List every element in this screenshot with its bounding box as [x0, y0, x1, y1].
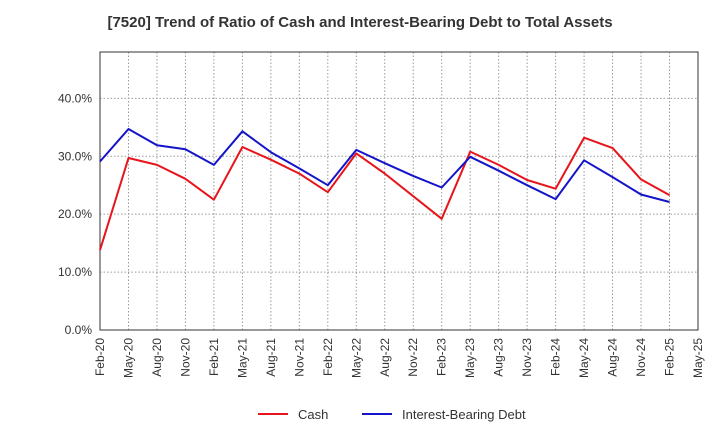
x-tick-label: Feb-24: [549, 338, 563, 376]
series-line-interest-bearing-debt: [99, 128, 670, 203]
chart-title: [7520] Trend of Ratio of Cash and Intere…: [107, 14, 613, 31]
plot-area-border: [99, 51, 699, 331]
x-tick-label: May-21: [235, 338, 249, 378]
series-line-cash: [99, 136, 670, 251]
x-tick-label: May-20: [121, 338, 135, 378]
y-tick-label: 0.0%: [65, 323, 93, 337]
x-tick-label: Aug-24: [606, 338, 620, 377]
series-lines: [99, 128, 670, 251]
legend: Cash Interest-Bearing Debt: [258, 407, 526, 422]
grid: [100, 52, 698, 330]
x-tick-label: Feb-20: [93, 338, 107, 376]
x-tick-label: May-24: [577, 338, 591, 378]
x-tick-label: Feb-21: [207, 338, 221, 376]
axis-ticks: 0.0% 10.0% 20.0% 30.0% 40.0% Feb-20 May-20 Aug-…: [58, 91, 705, 378]
x-tick-label: Nov-23: [520, 338, 534, 377]
x-tick-label: Feb-25: [663, 338, 677, 376]
x-tick-label: Feb-23: [435, 338, 449, 376]
y-tick-label: 30.0%: [58, 149, 92, 163]
y-tick-label: 40.0%: [58, 91, 92, 105]
x-tick-label: Aug-21: [264, 338, 278, 377]
legend-label: Interest-Bearing Debt: [402, 407, 526, 422]
x-tick-label: Nov-22: [406, 338, 420, 377]
legend-label: Cash: [298, 407, 328, 422]
x-tick-label: Aug-23: [492, 338, 506, 377]
y-tick-label: 10.0%: [58, 265, 92, 279]
x-tick-label: Feb-22: [321, 338, 335, 376]
x-tick-label: Aug-22: [378, 338, 392, 377]
y-tick-label: 20.0%: [58, 207, 92, 221]
x-tick-label: Nov-21: [292, 338, 306, 377]
x-tick-label: May-25: [691, 338, 705, 378]
x-tick-label: May-23: [463, 338, 477, 378]
x-tick-label: Aug-20: [150, 338, 164, 377]
x-tick-label: May-22: [349, 338, 363, 378]
x-tick-label: Nov-24: [634, 338, 648, 377]
x-tick-label: Nov-20: [178, 338, 192, 377]
